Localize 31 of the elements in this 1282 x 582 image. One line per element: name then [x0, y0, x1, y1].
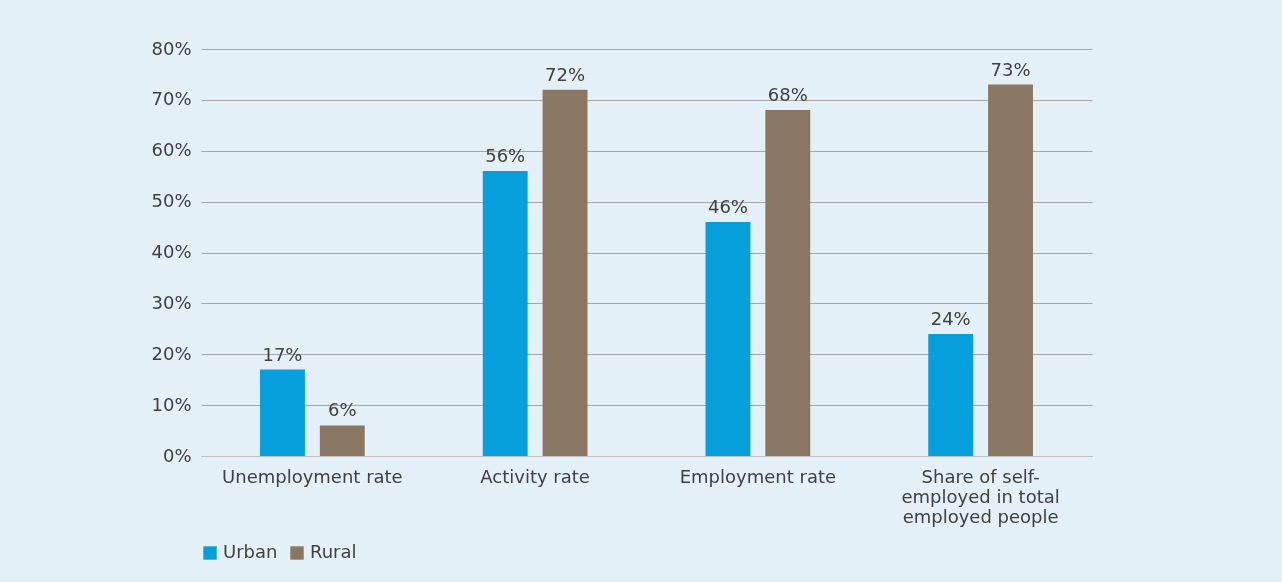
bar [319, 425, 365, 456]
data-label: 68% [767, 84, 808, 106]
data-label: 56% [485, 145, 526, 167]
bar [765, 110, 811, 456]
y-tick-label: 50% [151, 190, 192, 212]
legend-label: Rural [310, 541, 357, 562]
data-label: 24% [930, 307, 971, 329]
y-tick-label: 20% [151, 342, 192, 364]
y-tick-label: 30% [151, 291, 192, 313]
data-label: 17% [262, 343, 303, 365]
bar [260, 369, 305, 456]
data-label: 73% [990, 58, 1031, 80]
bar [988, 84, 1033, 456]
y-tick-label: 0% [162, 444, 192, 466]
y-tick-label: 80% [151, 37, 192, 59]
x-tick-label: Employment rate [679, 465, 837, 487]
x-tick-label: Unemployment rate [222, 465, 403, 487]
data-label: 6% [328, 399, 357, 421]
bar [928, 333, 974, 456]
y-tick-label: 40% [151, 241, 192, 262]
bar [705, 221, 751, 456]
x-tick-label: Share of self-employed in total employed people [901, 465, 1060, 527]
y-tick-label: 10% [151, 393, 192, 415]
data-label: 72% [545, 63, 586, 85]
data-label: 46% [707, 195, 748, 217]
bar [542, 89, 588, 456]
legend-label: Urban [223, 541, 278, 562]
bar [482, 171, 528, 456]
y-tick-label: 60% [151, 139, 192, 161]
x-tick-label: Activity rate [480, 465, 590, 487]
y-tick-label: 70% [151, 88, 192, 110]
